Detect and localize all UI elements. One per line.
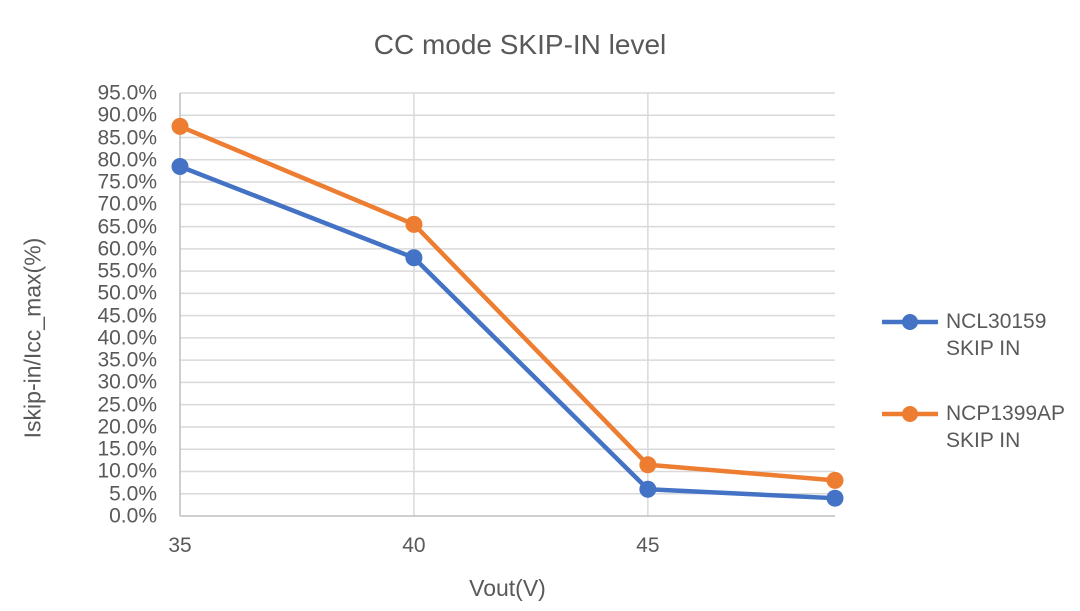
y-tick-label: 15.0% xyxy=(97,437,157,461)
data-point-ncl30159-skip-in xyxy=(405,249,423,267)
data-point-ncp1399ap-skip-in xyxy=(171,117,189,135)
x-tick-label: 35 xyxy=(168,534,192,557)
series-line-ncp1399ap-skip-in xyxy=(177,124,838,483)
y-tick-label: 85.0% xyxy=(97,126,157,150)
legend-label-line1: NCP1399AP xyxy=(946,402,1066,425)
y-tick-label: 0.0% xyxy=(109,504,157,528)
data-point-ncp1399ap-skip-in xyxy=(405,215,423,233)
y-tick-label: 90.0% xyxy=(97,103,157,127)
y-tick-label: 5.0% xyxy=(109,482,157,506)
y-tick-label: 30.0% xyxy=(97,370,157,394)
y-tick-label: 55.0% xyxy=(97,259,157,283)
data-point-ncl30159-skip-in xyxy=(639,480,657,498)
y-tick-label: 70.0% xyxy=(97,192,157,216)
chart-title: CC mode SKIP-IN level xyxy=(373,29,667,60)
data-point-ncp1399ap-skip-in xyxy=(639,456,657,474)
data-point-ncl30159-skip-in xyxy=(171,157,189,175)
y-tick-label: 35.0% xyxy=(97,348,157,372)
data-point-ncp1399ap-skip-in xyxy=(826,471,844,489)
x-tick-label: 45 xyxy=(636,534,660,557)
legend-label: NCL30159 SKIP IN xyxy=(946,308,1046,362)
y-tick-label: 60.0% xyxy=(97,237,157,261)
y-tick-label: 65.0% xyxy=(97,215,157,239)
legend: NCL30159 SKIP IN NCP1399AP SKIP IN xyxy=(880,308,1065,454)
legend-label: NCP1399AP SKIP IN xyxy=(946,400,1065,454)
legend-label-line2: SKIP IN xyxy=(946,337,1021,360)
legend-line-marker-icon xyxy=(882,314,938,330)
y-tick-label: 50.0% xyxy=(97,281,157,305)
y-tick-label: 75.0% xyxy=(97,170,157,194)
legend-item-ncl30159-skip-in: NCL30159 SKIP IN xyxy=(880,308,1065,362)
y-tick-label: 45.0% xyxy=(97,304,157,328)
y-tick-label: 40.0% xyxy=(97,326,157,350)
y-axis-title: Iskip-in/Icc_max(%) xyxy=(19,237,46,439)
x-axis-title: Vout(V) xyxy=(469,575,546,601)
legend-item-ncp1399ap-skip-in: NCP1399AP SKIP IN xyxy=(880,400,1065,454)
y-tick-label: 95.0% xyxy=(97,81,157,105)
y-tick-label: 20.0% xyxy=(97,415,157,439)
legend-label-line1: NCL30159 xyxy=(946,310,1047,333)
y-tick-label: 80.0% xyxy=(97,148,157,172)
series-line-ncl30159-skip-in xyxy=(177,164,838,501)
y-tick-label: 10.0% xyxy=(97,459,157,483)
data-point-ncl30159-skip-in xyxy=(826,489,844,507)
x-tick-label: 40 xyxy=(402,534,426,557)
y-tick-label: 25.0% xyxy=(97,393,157,417)
legend-line-marker-icon xyxy=(882,406,938,422)
legend-label-line2: SKIP IN xyxy=(946,429,1021,452)
